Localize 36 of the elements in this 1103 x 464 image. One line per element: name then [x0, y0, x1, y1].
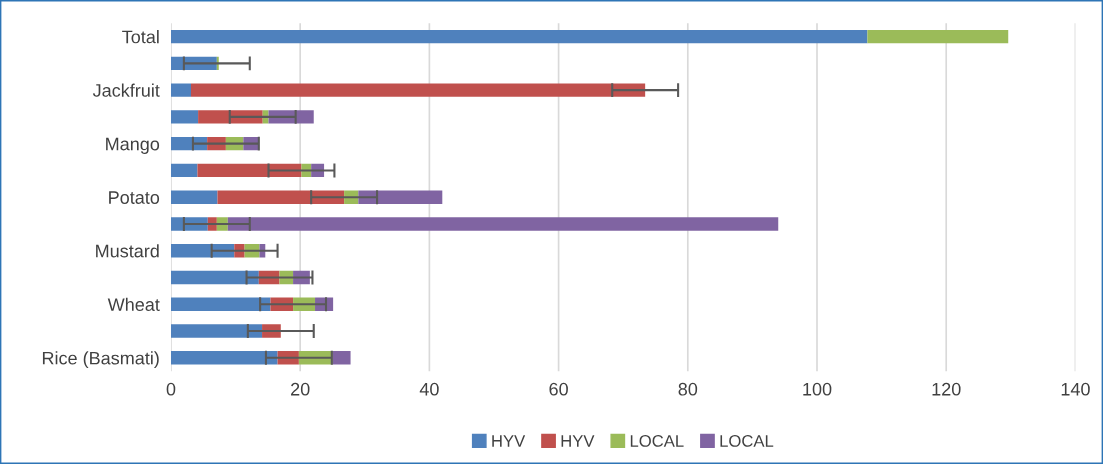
x-tick-label: 100: [803, 382, 832, 396]
y-tick-label: Mango: [106, 137, 160, 154]
bar: [170, 163, 198, 178]
legend-label: LOCAL: [630, 435, 684, 447]
bar: [170, 110, 199, 124]
bar: [227, 217, 779, 231]
y-tick-label: Jackfruit: [92, 83, 160, 97]
bar: [170, 190, 218, 204]
bar: [217, 190, 345, 204]
x-tick-label: 60: [549, 382, 568, 396]
bar: [170, 324, 263, 338]
bar: [332, 351, 351, 365]
x-tick-label: 20: [291, 382, 310, 396]
bar: [170, 351, 278, 365]
x-tick-label: 140: [1061, 382, 1090, 396]
y-tick-label: Wheat: [107, 297, 160, 311]
x-tick-label: 40: [419, 382, 439, 396]
legend-label: HYV: [561, 435, 595, 447]
y-tick-label: Potato: [109, 191, 160, 204]
y-tick-label: Total: [122, 30, 159, 44]
y-tick-label: Mustard: [96, 244, 159, 258]
bar: [198, 110, 263, 124]
bar: [197, 163, 302, 178]
bar: [170, 83, 191, 97]
x-tick-label: 0: [166, 382, 176, 396]
legend-label: HYV: [492, 435, 526, 447]
legend-label: LOCAL: [720, 435, 774, 447]
bar: [867, 29, 1009, 44]
bar: [190, 83, 646, 97]
x-tick-label: 120: [932, 382, 961, 396]
bar: [170, 297, 271, 311]
bar: [170, 29, 868, 44]
bar: [170, 270, 259, 285]
x-tick-label: 80: [678, 382, 698, 396]
bar: [358, 190, 443, 204]
y-tick-label: Rice (Basmati): [42, 351, 159, 369]
